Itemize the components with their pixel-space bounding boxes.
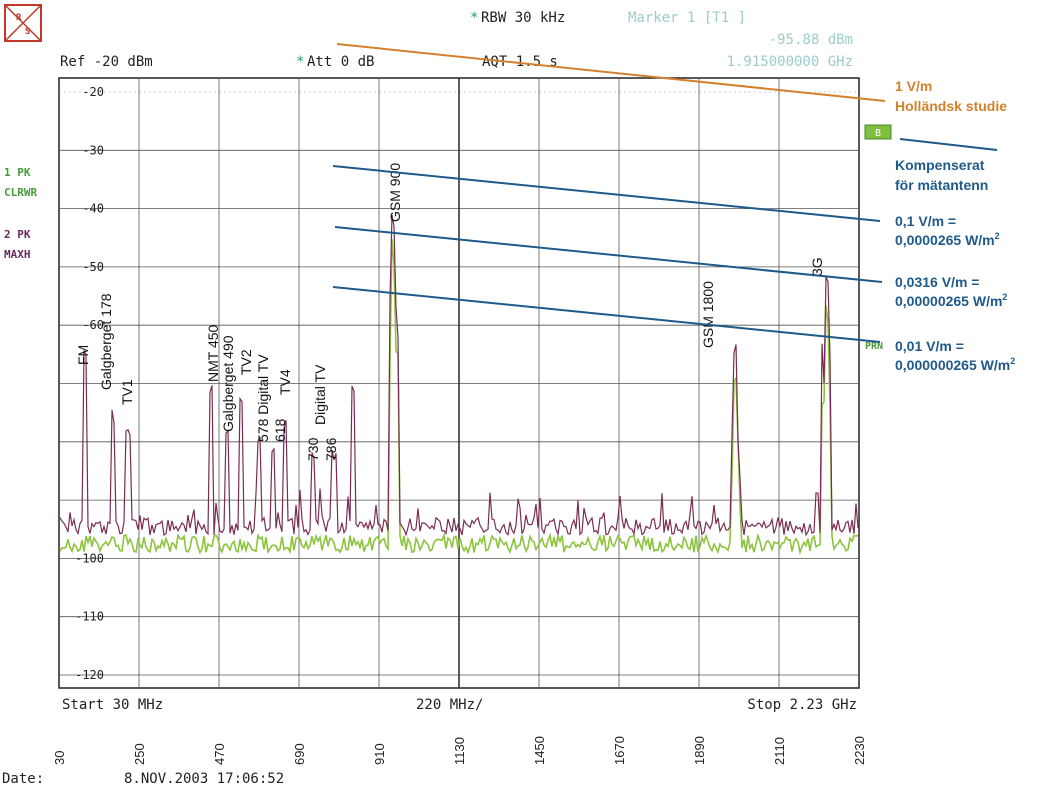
signal-label: Digital TV [312, 364, 328, 425]
signal-label: GSM 900 [387, 163, 403, 222]
annotation-0-0316vm-power: 0,00000265 W/m2 [895, 292, 1007, 309]
grid [59, 78, 859, 688]
x-tick-label: 250 [132, 743, 147, 765]
y-tick-labels: -20 -30 -40 -50 -60 -100 -110 -120 [75, 85, 104, 682]
annotation-dutch-study: Holländsk studie [895, 98, 1007, 114]
date-value: 8.NOV.2003 17:06:52 [124, 771, 284, 787]
signal-label: 786 [323, 437, 339, 461]
ref-level: Ref -20 dBm [60, 54, 153, 70]
x-tick-label: 470 [212, 743, 227, 765]
limit-line-1vm [336, 43, 886, 102]
trace1-detector: CLRWR [4, 186, 37, 199]
signal-label: 578 Digital TV [255, 354, 271, 442]
annotation-1vm: 1 V/m [895, 78, 932, 94]
annotation-0-01vm-power: 0,000000265 W/m2 [895, 356, 1015, 373]
rohde-schwarz-logo: R S [4, 4, 42, 42]
side-badge [864, 124, 892, 140]
annotation-0-1vm: 0,1 V/m = [895, 213, 956, 229]
x-tick-labels: 30 250 470 690 910 1130 1450 1670 1890 2110 2230 [52, 736, 867, 765]
limit-line-0-1vm [332, 165, 881, 222]
x-tick-label: 2230 [852, 736, 867, 765]
x-tick-label: 910 [372, 743, 387, 765]
marker-title: Marker 1 [T1 ] [628, 10, 746, 26]
marker-frequency: 1.915000000 GHz [727, 54, 853, 70]
date-label: Date: [2, 771, 44, 787]
marker-level: -95.88 dBm [769, 32, 853, 48]
start-frequency: Start 30 MHz [62, 697, 163, 713]
svg-text:R: R [16, 13, 22, 23]
signal-label: NMT 450 [205, 324, 221, 382]
signal-label: Galgberget 490 [220, 335, 236, 432]
signal-label: 618 [272, 418, 288, 442]
rbw-label: RBW 30 kHz [481, 10, 565, 26]
y-tick-label: -60 [82, 318, 104, 332]
x-tick-label: 1450 [532, 736, 547, 765]
trace-clearwrite [59, 239, 859, 556]
span-per-division: 220 MHz/ [416, 697, 483, 713]
acquisition-time: AQT 1.5 s [482, 54, 558, 70]
limit-line-0-01vm [332, 286, 881, 343]
side-badge-label: B [875, 128, 881, 139]
y-tick-label: -120 [75, 668, 104, 682]
prn-label: PRN [865, 341, 883, 352]
annotation-antenna: för mätantenn [895, 177, 988, 193]
compensated-marker-line [899, 138, 998, 151]
y-tick-label: -20 [82, 85, 104, 99]
rbw-star: * [470, 10, 478, 26]
x-tick-label: 30 [52, 751, 67, 765]
stop-frequency: Stop 2.23 GHz [747, 697, 857, 713]
signal-label: GSM 1800 [700, 281, 716, 348]
trace1-mode: 1 PK [4, 166, 31, 179]
signal-label: Galgberget 178 [98, 293, 114, 390]
att-star: * [296, 54, 304, 70]
signal-label: FM [75, 345, 91, 365]
limit-line-0-0316vm [334, 226, 883, 283]
x-tick-label: 1670 [612, 736, 627, 765]
y-tick-label: -110 [75, 610, 104, 624]
signal-label: 730 [305, 437, 321, 461]
signal-label: 3G [809, 257, 825, 276]
annotation-compensated: Kompenserat [895, 157, 985, 173]
x-tick-label: 1890 [692, 736, 707, 765]
y-tick-label: -100 [75, 551, 104, 565]
annotation-0-1vm-power: 0,0000265 W/m2 [895, 231, 1000, 248]
trace2-detector: MAXH [4, 248, 31, 261]
x-tick-label: 2110 [772, 737, 787, 765]
annotation-0-0316vm: 0,0316 V/m = [895, 274, 979, 290]
signal-label: TV4 [277, 369, 293, 395]
y-tick-label: -50 [82, 260, 104, 274]
x-tick-label: 690 [292, 743, 307, 765]
signal-labels: FM Galgberget 178 TV1 NMT 450 Galgberget 490… [75, 163, 825, 461]
annotation-0-01vm: 0,01 V/m = [895, 338, 964, 354]
y-tick-label: -40 [82, 202, 104, 216]
signal-label: TV2 [238, 349, 254, 375]
x-tick-label: 1130 [452, 737, 467, 765]
signal-label: TV1 [119, 379, 135, 405]
attenuation: Att 0 dB [307, 54, 374, 70]
trace2-mode: 2 PK [4, 228, 31, 241]
trace-maxhold [59, 214, 859, 537]
y-tick-label: -30 [82, 143, 104, 157]
svg-text:S: S [25, 27, 30, 37]
